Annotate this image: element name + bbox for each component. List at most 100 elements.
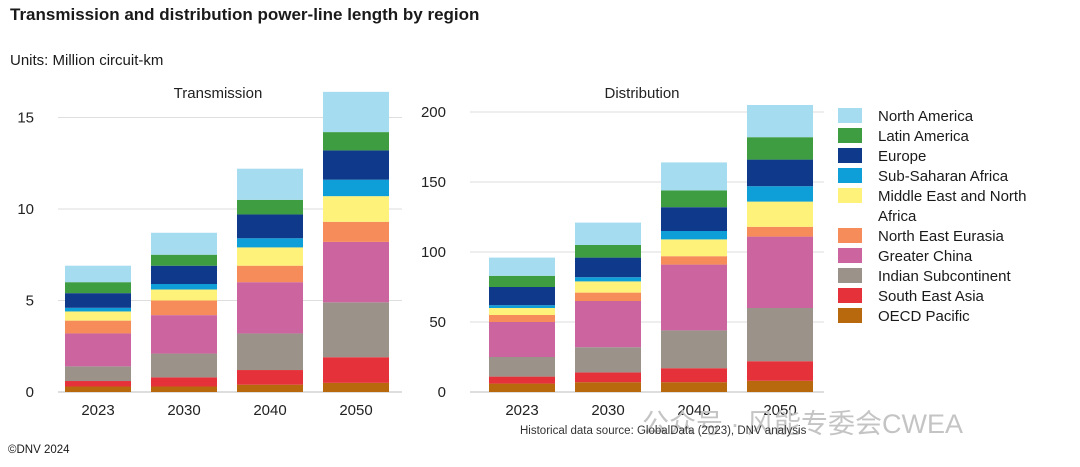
distribution-bar-segment: [489, 376, 555, 384]
copyright: ©DNV 2024: [8, 444, 70, 456]
transmission-bar-segment: [65, 386, 131, 392]
distribution-bar-segment: [661, 190, 727, 208]
transmission-bar-segment: [151, 289, 217, 301]
transmission-bar-segment: [151, 353, 217, 378]
transmission-bar-segment: [65, 265, 131, 283]
legend-label: North America: [878, 108, 974, 125]
transmission-x-tick-label: 2023: [81, 402, 114, 419]
distribution-bar-segment: [661, 207, 727, 231]
distribution-bar-segment: [747, 159, 813, 187]
distribution-bar-segment: [661, 239, 727, 257]
transmission-bar-segment: [151, 377, 217, 387]
distribution-bar-segment: [489, 383, 555, 392]
distribution-y-tick-label: 0: [438, 384, 446, 401]
transmission-bar-segment: [323, 357, 389, 383]
legend-label: South East Asia: [878, 288, 984, 305]
distribution-bar-segment: [489, 287, 555, 306]
legend-swatch: [838, 288, 862, 303]
legend-label: Middle East and North Africa: [878, 188, 1027, 225]
transmission-y-tick-label: 0: [26, 384, 34, 401]
distribution-bar-segment: [747, 361, 813, 381]
transmission-bar-segment: [237, 333, 303, 371]
transmission-x-tick-label: 2030: [167, 402, 200, 419]
distribution-bar-segment: [747, 201, 813, 227]
distribution-bar-segment: [489, 308, 555, 315]
distribution-bar-segment: [489, 305, 555, 308]
transmission-bar-segment: [323, 91, 389, 133]
chart-title: Transmission and distribution power-line…: [10, 5, 480, 24]
distribution-x-tick-label: 2023: [505, 402, 538, 419]
transmission-bar-segment: [151, 315, 217, 354]
distribution-bar-segment: [575, 292, 641, 301]
data-source-note: Historical data source: GlobalData (2023…: [520, 425, 807, 437]
legend-label: Greater China: [878, 248, 973, 265]
distribution-bar-segment: [575, 245, 641, 258]
distribution-bar-segment: [489, 322, 555, 357]
distribution-bar-segment: [747, 105, 813, 138]
distribution-bar-segment: [661, 264, 727, 331]
transmission-x-tick-label: 2050: [339, 402, 372, 419]
transmission-bar-segment: [323, 179, 389, 197]
transmission-bar-segment: [323, 382, 389, 392]
transmission-bar-segment: [151, 254, 217, 266]
distribution-bar-segment: [747, 226, 813, 237]
distribution-bar-segment: [575, 222, 641, 245]
transmission-y-tick-label: 5: [26, 292, 34, 309]
transmission-bar-segment: [65, 381, 131, 387]
transmission-bar-segment: [65, 320, 131, 334]
legend-swatch: [838, 108, 862, 123]
distribution-bar-segment: [747, 137, 813, 160]
legend-label: OECD Pacific: [878, 308, 970, 325]
legend-swatch: [838, 128, 862, 143]
distribution-bar-segment: [747, 308, 813, 362]
legend-swatch: [838, 228, 862, 243]
legend-label: Sub-Saharan Africa: [878, 168, 1009, 185]
transmission-bar-segment: [65, 293, 131, 308]
transmission-bar-segment: [323, 241, 389, 303]
distribution-bar-segment: [489, 357, 555, 377]
transmission-panel-title: Transmission: [174, 85, 263, 102]
transmission-bar-segment: [237, 168, 303, 200]
distribution-bar-segment: [661, 231, 727, 240]
transmission-bar-segment: [65, 311, 131, 321]
legend-swatch: [838, 148, 862, 163]
legend-swatch: [838, 188, 862, 203]
distribution-bar-segment: [575, 277, 641, 282]
legend-label: North East Eurasia: [878, 228, 1004, 245]
distribution-bar-segment: [575, 382, 641, 392]
transmission-bar-segment: [151, 284, 217, 290]
distribution-bar-segment: [575, 301, 641, 348]
transmission-bar-segment: [65, 307, 131, 312]
distribution-bar-segment: [575, 281, 641, 293]
distribution-bar-segment: [661, 382, 727, 392]
transmission-bar-segment: [151, 232, 217, 255]
transmission-bar-segment: [323, 196, 389, 222]
distribution-y-tick-label: 150: [421, 174, 446, 191]
legend-swatch: [838, 268, 862, 283]
units-value: Million circuit-km: [52, 52, 164, 69]
transmission-bar-segment: [237, 265, 303, 283]
transmission-bar-segment: [323, 302, 389, 358]
transmission-bar-segment: [237, 214, 303, 239]
distribution-panel-title: Distribution: [604, 85, 679, 102]
transmission-bar-segment: [323, 132, 389, 151]
distribution-bar-segment: [661, 330, 727, 369]
legend-swatch: [838, 308, 862, 323]
distribution-bar-segment: [747, 380, 813, 392]
transmission-bar-segment: [237, 238, 303, 248]
transmission-y-tick-label: 15: [17, 109, 34, 126]
transmission-bar-segment: [237, 370, 303, 385]
distribution-bar-segment: [575, 347, 641, 373]
distribution-x-tick-label: 2040: [677, 402, 710, 419]
legend-swatch: [838, 168, 862, 183]
distribution-bar-segment: [489, 257, 555, 276]
distribution-bar-segment: [661, 162, 727, 191]
transmission-bar-segment: [323, 221, 389, 242]
legend-label: Europe: [878, 148, 927, 165]
transmission-bar-segment: [237, 282, 303, 334]
legend-label: Indian Subcontinent: [878, 268, 1011, 285]
distribution-bar-segment: [489, 275, 555, 287]
transmission-bar-segment: [151, 386, 217, 392]
distribution-bar-segment: [661, 256, 727, 265]
